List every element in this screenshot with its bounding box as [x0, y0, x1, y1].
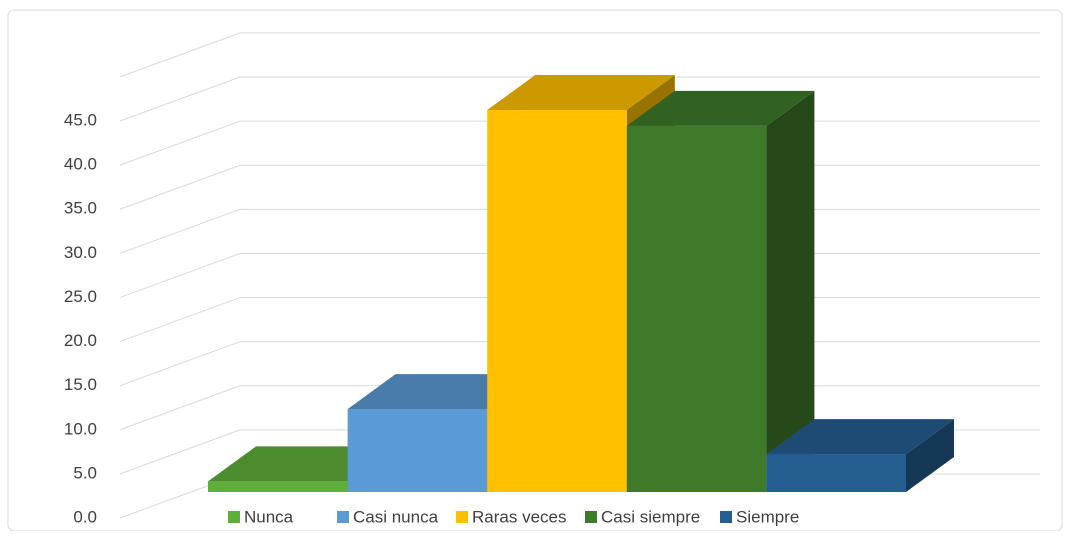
legend-swatch — [456, 511, 468, 523]
bar-top — [487, 74, 675, 110]
y-tick-label: 40.0 — [64, 155, 97, 174]
y-tick-label: 25.0 — [64, 287, 97, 306]
legend-label: Nunca — [244, 507, 294, 526]
bar-top — [626, 90, 815, 126]
y-tick-label: 0.0 — [73, 507, 97, 526]
legend-swatch — [720, 511, 732, 523]
bar-top — [766, 419, 954, 455]
y-tick-label: 45.0 — [64, 110, 97, 129]
grid-line — [119, 341, 241, 387]
bar — [347, 409, 488, 492]
y-tick-label: 5.0 — [73, 463, 97, 482]
y-tick-label: 15.0 — [64, 375, 97, 394]
grid-line — [119, 208, 241, 254]
grid-line — [119, 385, 241, 431]
grid-line — [119, 252, 241, 298]
bar — [208, 481, 348, 492]
legend-swatch — [228, 511, 240, 523]
y-tick-label: 10.0 — [64, 419, 97, 438]
grid-line — [119, 297, 241, 343]
y-tick-label: 20.0 — [64, 331, 97, 350]
legend-swatch — [585, 511, 597, 523]
bar-side — [906, 419, 954, 492]
grid-line — [119, 76, 241, 122]
bar — [487, 109, 627, 493]
y-tick-label: 35.0 — [64, 199, 97, 218]
legend-swatch — [337, 511, 349, 523]
legend-label: Raras veces — [472, 507, 566, 526]
grid-line — [119, 164, 241, 210]
bar-side — [766, 90, 815, 492]
grid-line — [119, 32, 241, 78]
grid-line — [119, 429, 241, 475]
legend-label: Casi siempre — [601, 507, 700, 526]
legend-label: Siempre — [736, 507, 799, 526]
y-tick-label: 30.0 — [64, 243, 97, 262]
bar — [626, 125, 767, 492]
grid-line — [119, 120, 241, 166]
bar — [766, 454, 906, 492]
legend-label: Casi nunca — [353, 507, 439, 526]
